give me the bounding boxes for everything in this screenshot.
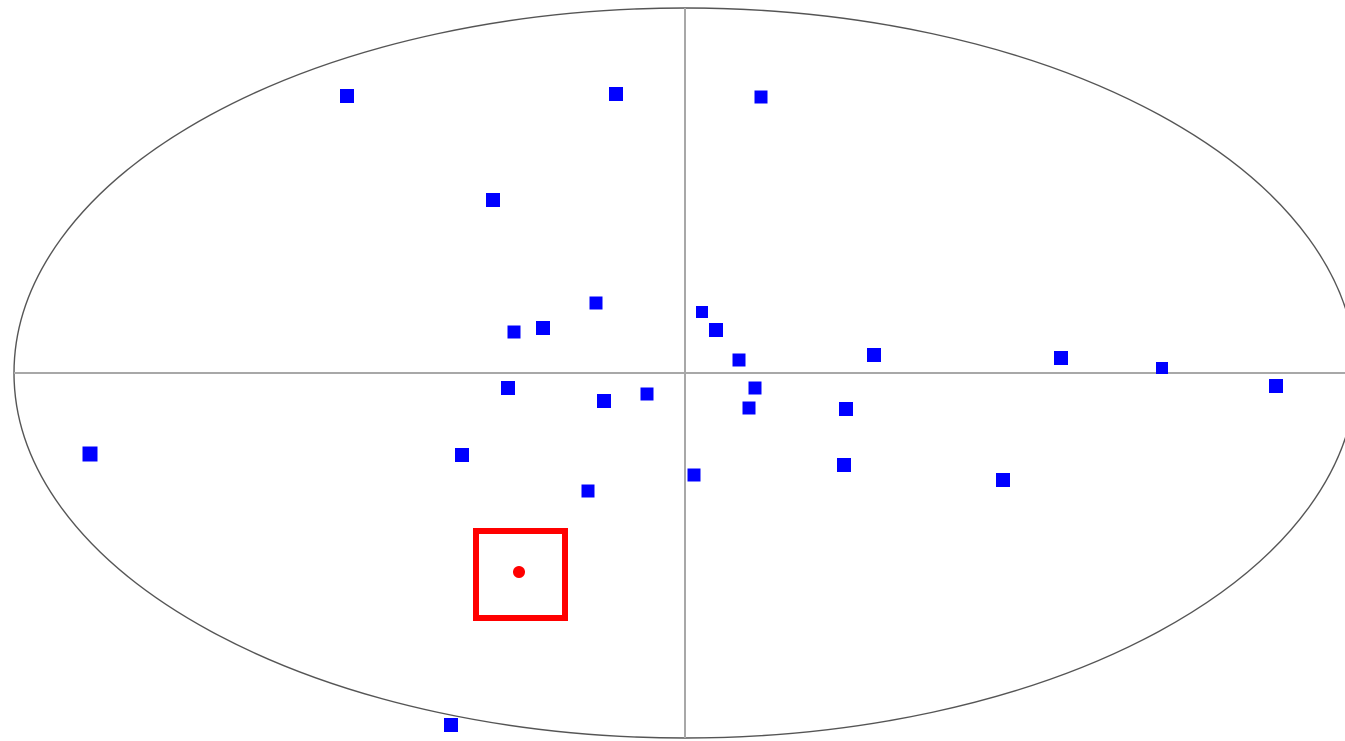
source-marker[interactable] <box>867 348 881 362</box>
source-marker[interactable] <box>340 89 354 103</box>
source-marker[interactable] <box>837 458 851 472</box>
source-marker[interactable] <box>536 321 550 335</box>
source-marker[interactable] <box>597 394 611 408</box>
source-marker[interactable] <box>1054 351 1068 365</box>
source-marker[interactable] <box>742 401 756 415</box>
source-marker[interactable] <box>754 90 768 104</box>
source-marker[interactable] <box>82 446 98 462</box>
source-marker[interactable] <box>996 473 1010 487</box>
source-marker[interactable] <box>732 353 746 367</box>
source-marker[interactable] <box>1269 379 1283 393</box>
source-marker[interactable] <box>444 718 458 732</box>
marker-group <box>82 87 1283 732</box>
source-marker[interactable] <box>1156 362 1168 374</box>
source-marker[interactable] <box>640 387 654 401</box>
source-marker[interactable] <box>455 448 469 462</box>
source-marker[interactable] <box>748 381 762 395</box>
source-marker[interactable] <box>581 484 595 498</box>
source-marker[interactable] <box>589 296 603 310</box>
source-marker[interactable] <box>839 402 853 416</box>
source-marker[interactable] <box>709 323 723 337</box>
highlight-dot <box>513 566 525 578</box>
source-marker[interactable] <box>486 193 500 207</box>
source-marker[interactable] <box>609 87 623 101</box>
source-marker[interactable] <box>507 325 521 339</box>
source-marker[interactable] <box>501 381 515 395</box>
highlighted-source[interactable] <box>473 528 568 621</box>
source-marker[interactable] <box>687 468 701 482</box>
highlight-box <box>473 528 568 621</box>
source-marker[interactable] <box>696 306 708 318</box>
